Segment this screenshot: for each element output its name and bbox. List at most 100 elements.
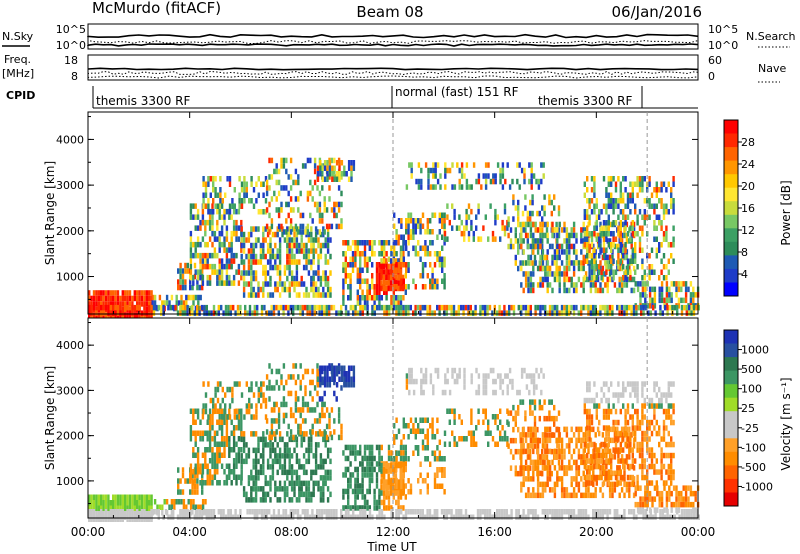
- heatmap-cell: [278, 480, 282, 487]
- heatmap-cell: [356, 295, 359, 301]
- heatmap-cell: [289, 374, 293, 380]
- heatmap-cell: [499, 236, 502, 242]
- heatmap-cell: [262, 464, 265, 470]
- heatmap-cell: [109, 304, 112, 311]
- heatmap-cell: [484, 389, 488, 396]
- heatmap-cell: [214, 176, 217, 182]
- heatmap-cell: [580, 249, 583, 255]
- heatmap-cell: [588, 203, 591, 209]
- heatmap-cell: [560, 437, 564, 444]
- heatmap-cell: [438, 483, 441, 489]
- heatmap-cell: [349, 477, 352, 484]
- heatmap-cell: [328, 376, 332, 382]
- heatmap-cell: [218, 408, 221, 414]
- heatmap-cell: [548, 448, 552, 455]
- heatmap-cell: [517, 426, 520, 433]
- heatmap-cell: [507, 221, 510, 228]
- heatmap-cell: [588, 275, 591, 281]
- heatmap-cell: [612, 258, 615, 264]
- heatmap-cell: [194, 469, 197, 475]
- power-heatmap-cells: [88, 157, 700, 318]
- heatmap-cell: [660, 292, 664, 298]
- heatmap-cell: [238, 203, 241, 209]
- heatmap-cell: [586, 209, 589, 215]
- heatmap-cell: [378, 499, 381, 506]
- heatmap-cell: [630, 304, 633, 311]
- heatmap-cell: [322, 270, 325, 276]
- heatmap-cell: [240, 453, 243, 459]
- heatmap-cell: [297, 207, 300, 213]
- heatmap-cell: [399, 444, 403, 451]
- heatmap-cell: [250, 469, 253, 476]
- heatmap-cell: [354, 310, 357, 316]
- heatmap-cell: [170, 294, 174, 301]
- heatmap-cell: [438, 212, 441, 218]
- heatmap-cell: [285, 401, 288, 408]
- heatmap-cell: [181, 279, 185, 285]
- heatmap-cell: [228, 176, 232, 182]
- heatmap-cell: [225, 236, 229, 242]
- nave-label: Nave: [758, 62, 786, 75]
- heatmap-cell: [619, 181, 622, 187]
- heatmap-cell: [314, 270, 318, 276]
- heatmap-cell: [605, 236, 608, 242]
- heatmap-cell: [298, 475, 301, 481]
- heatmap-cell: [275, 379, 278, 386]
- heatmap-cell: [361, 289, 364, 295]
- heatmap-cell: [313, 310, 316, 316]
- heatmap-cell: [131, 310, 134, 316]
- heatmap-cell: [278, 259, 282, 265]
- heatmap-cell: [506, 373, 509, 379]
- heatmap-cell: [539, 232, 542, 239]
- heatmap-cell: [252, 248, 255, 254]
- heatmap-cell: [255, 408, 258, 415]
- heatmap-cell: [104, 290, 108, 296]
- heatmap-cell: [250, 286, 253, 293]
- heatmap-cell: [268, 363, 271, 369]
- heatmap-cell: [290, 270, 294, 276]
- heatmap-cell: [653, 209, 656, 215]
- nsearch-top-tick: 10^5: [708, 23, 738, 36]
- heatmap-cell: [119, 304, 122, 311]
- heatmap-cell: [592, 310, 595, 316]
- heatmap-cell: [197, 504, 200, 510]
- heatmap-cell: [634, 209, 637, 215]
- heatmap-cell: [410, 173, 413, 179]
- heatmap-cell: [617, 247, 620, 253]
- heatmap-cell: [625, 443, 629, 449]
- heatmap-cell: [196, 208, 200, 215]
- heatmap-cell: [260, 310, 264, 316]
- heatmap-cell: [242, 431, 246, 437]
- heatmap-cell: [378, 295, 381, 301]
- heatmap-cell: [278, 253, 282, 260]
- heatmap-cell: [271, 447, 275, 454]
- heatmap-cell: [192, 452, 195, 458]
- heatmap-cell: [206, 241, 209, 248]
- heatmap-cell: [534, 310, 537, 316]
- heatmap-cell: [287, 423, 290, 430]
- heatmap-cell: [189, 436, 193, 442]
- heatmap-cell: [568, 465, 571, 471]
- heatmap-cell: [616, 465, 619, 471]
- heatmap-cell: [211, 414, 214, 420]
- heatmap-cell: [405, 223, 408, 229]
- heatmap-cell: [417, 428, 420, 434]
- heatmap-cell: [351, 444, 355, 451]
- heatmap-cell: [237, 419, 241, 425]
- heatmap-cell: [375, 278, 379, 284]
- heatmap-cell: [216, 469, 219, 475]
- heatmap-cell: [276, 469, 279, 476]
- heatmap-cell: [560, 304, 564, 311]
- heatmap-cell: [667, 258, 670, 264]
- heatmap-cell: [250, 275, 253, 282]
- heatmap-cell: [257, 397, 260, 404]
- heatmap-cell: [189, 510, 193, 516]
- heatmap-cell: [546, 276, 549, 283]
- heatmap-cell: [230, 419, 233, 425]
- heatmap-cell: [665, 209, 668, 215]
- heatmap-cell: [366, 278, 369, 284]
- heatmap-cell: [317, 275, 320, 282]
- heatmap-cell: [407, 240, 410, 246]
- heatmap-cell: [316, 376, 320, 382]
- heatmap-cell: [653, 269, 656, 275]
